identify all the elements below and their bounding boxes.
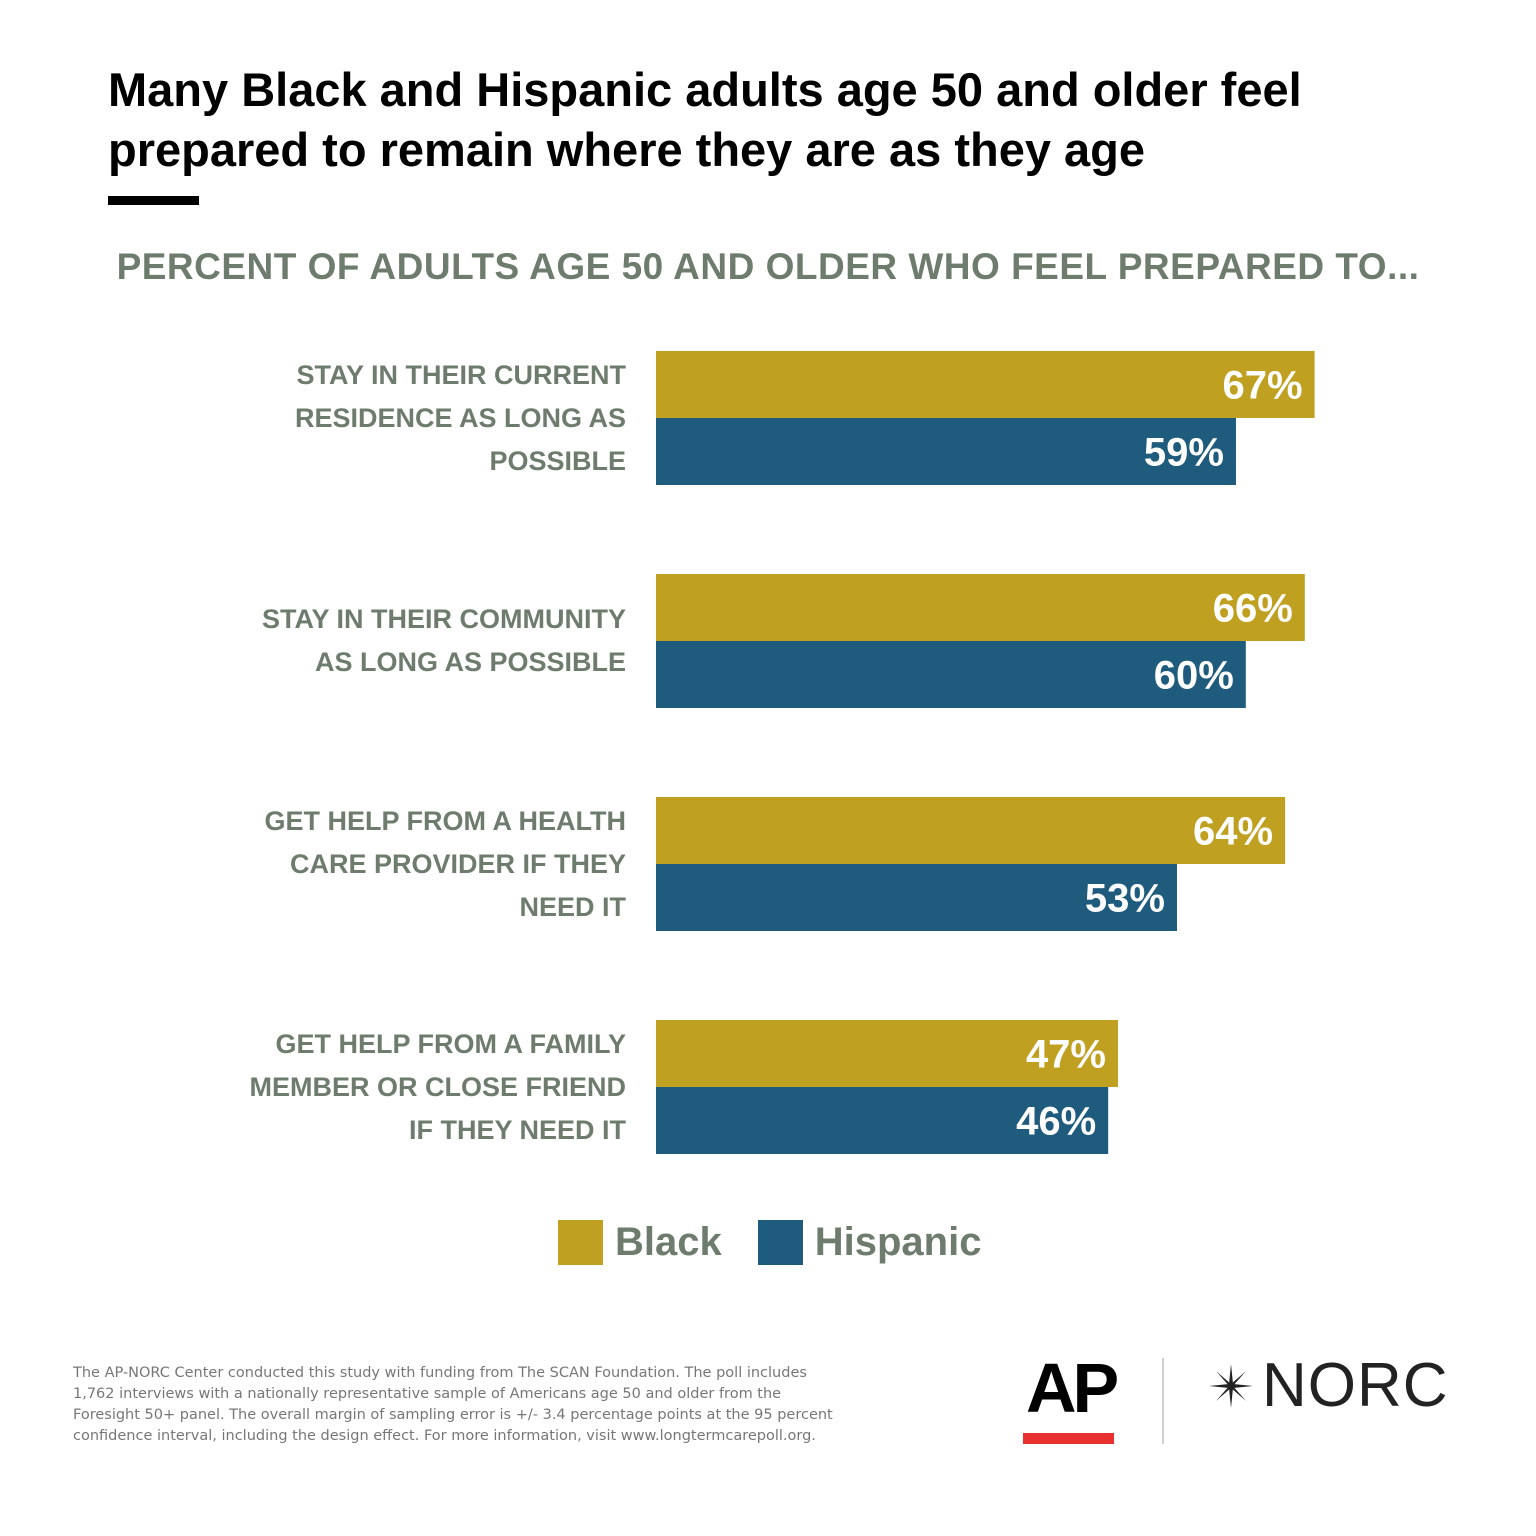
ap-logo: AP <box>1026 1349 1119 1427</box>
category-label-2: STAY IN THEIR COMMUNITY AS LONG AS POSSI… <box>261 604 626 677</box>
data-label-black-3: 64% <box>1193 810 1273 854</box>
legend-label-black: Black <box>615 1220 722 1264</box>
bar-hispanic-2 <box>656 641 1246 708</box>
bar-black-3 <box>656 797 1286 864</box>
norc-logo: NORC <box>1206 1350 1449 1421</box>
data-label-hispanic-2: 60% <box>1154 654 1234 698</box>
star-icon <box>1209 1363 1253 1408</box>
category-label-4: GET HELP FROM A FAMILY MEMBER OR CLOSE F… <box>249 1028 626 1145</box>
legend-swatch-black <box>558 1220 603 1265</box>
bar-hispanic-1 <box>656 418 1236 485</box>
chart-title: Many Black and Hispanic adults age 50 an… <box>108 63 1302 176</box>
bar-black-4 <box>656 1020 1119 1087</box>
bar-hispanic-4 <box>656 1087 1109 1154</box>
logo-divider <box>1162 1358 1164 1444</box>
title-underline-accent <box>108 196 199 205</box>
ap-logo-red-bar <box>1023 1433 1114 1444</box>
bar-black-1 <box>656 351 1315 418</box>
bar-hispanic-3 <box>656 864 1177 931</box>
norc-wordmark: NORC <box>1262 1351 1449 1420</box>
legend-swatch-hispanic <box>757 1220 803 1265</box>
legend-item-hispanic: Hispanic <box>757 1220 982 1265</box>
data-label-hispanic-3: 53% <box>1085 877 1165 921</box>
data-label-hispanic-4: 46% <box>1016 1100 1096 1144</box>
legend: Black Hispanic <box>558 1220 1017 1265</box>
data-label-hispanic-1: 59% <box>1144 431 1224 475</box>
data-label-black-2: 66% <box>1213 587 1293 631</box>
legend-label-hispanic: Hispanic <box>814 1220 982 1264</box>
data-label-black-1: 67% <box>1223 364 1303 408</box>
category-label-3: GET HELP FROM A HEALTH CARE PROVIDER IF … <box>264 805 627 922</box>
bar-black-2 <box>656 574 1305 641</box>
category-label-1: STAY IN THEIR CURRENT RESIDENCE AS LONG … <box>294 359 626 476</box>
methodology-footnote: The AP-NORC Center conducted this study … <box>73 1365 833 1444</box>
chart-subtitle: PERCENT OF ADULTS AGE 50 AND OLDER WHO F… <box>116 246 1420 287</box>
data-label-black-4: 47% <box>1026 1033 1106 1077</box>
legend-item-black: Black <box>558 1220 722 1265</box>
